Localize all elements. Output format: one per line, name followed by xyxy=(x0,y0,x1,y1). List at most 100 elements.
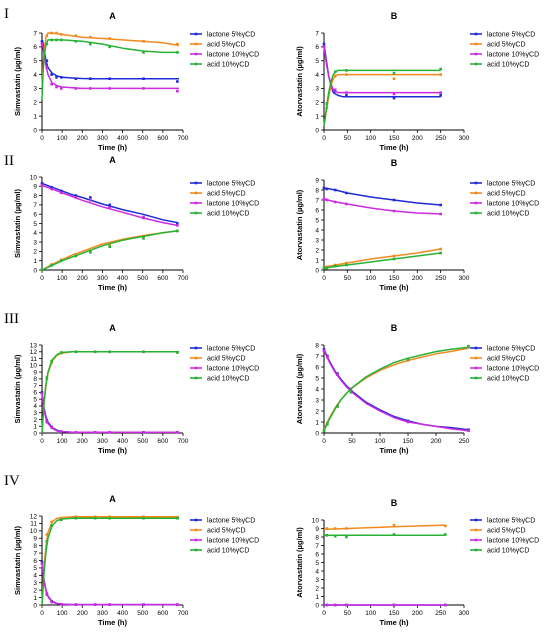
data-point xyxy=(108,603,111,606)
x-axis-label: Time (h) xyxy=(98,618,128,627)
data-point xyxy=(444,524,447,528)
panel-title: A xyxy=(109,155,116,165)
y-tick-label: 7 xyxy=(33,550,37,557)
legend-label: acid 10%γCD xyxy=(207,548,249,555)
data-point xyxy=(322,42,326,46)
data-point xyxy=(108,45,111,49)
series-line xyxy=(323,69,441,126)
x-tick-label: 100 xyxy=(365,135,376,142)
data-point xyxy=(50,264,53,267)
x-tick-label: 200 xyxy=(77,135,88,142)
data-point xyxy=(176,351,179,354)
legend-marker xyxy=(194,346,198,350)
legend-label: acid 5%γCD xyxy=(487,356,526,363)
panel-title: B xyxy=(391,323,398,333)
data-point xyxy=(392,257,396,261)
data-point xyxy=(89,87,92,90)
series-line xyxy=(323,252,441,269)
data-point xyxy=(325,527,329,530)
data-point xyxy=(322,186,326,190)
data-point xyxy=(333,200,337,204)
y-axis-label: Simvastatin (µg/ml) xyxy=(13,526,22,595)
data-point xyxy=(349,391,353,394)
data-point xyxy=(142,515,145,519)
data-point xyxy=(392,92,396,96)
data-point xyxy=(176,51,179,54)
y-tick-label: 6 xyxy=(33,390,37,397)
legend-marker xyxy=(194,528,198,532)
data-point xyxy=(467,429,470,433)
x-tick-label: 0 xyxy=(322,610,326,617)
data-point xyxy=(108,245,111,249)
data-point xyxy=(45,420,49,424)
legend-marker xyxy=(474,518,478,522)
panel-I-B: 0 50 100 150 200 250 300 0 1 2 3 4 5 6 7 B Time (h) Atorv… xyxy=(295,11,539,152)
data-point xyxy=(439,247,442,251)
y-tick-label: 8 xyxy=(315,534,319,541)
legend-label: acid 10%γCD xyxy=(207,376,249,383)
legend-label: acid 5%γCD xyxy=(207,42,246,49)
panel-title: A xyxy=(109,494,116,504)
legend-label: acid 5%γCD xyxy=(207,191,246,198)
y-tick-label: 4 xyxy=(315,227,319,234)
y-tick-label: 6 xyxy=(315,551,319,558)
data-point xyxy=(50,187,53,191)
series-line xyxy=(41,230,178,271)
data-point xyxy=(439,67,442,71)
y-tick-label: 8 xyxy=(315,342,319,349)
x-tick-label: 200 xyxy=(77,275,88,282)
x-axis-label: Time (h) xyxy=(98,283,128,292)
x-tick-label: 300 xyxy=(97,275,108,282)
data-point xyxy=(89,251,92,254)
legend-label: lactone 5%γCD xyxy=(487,346,535,353)
data-point xyxy=(89,42,92,46)
series-line xyxy=(323,346,469,432)
y-tick-label: 5 xyxy=(33,221,37,228)
x-tick-label: 300 xyxy=(459,135,470,142)
y-tick-label: 5 xyxy=(33,565,37,572)
data-point xyxy=(142,77,145,81)
series-line xyxy=(41,561,179,606)
legend-marker xyxy=(474,211,478,215)
legend-marker xyxy=(194,211,198,215)
series-line xyxy=(41,563,179,606)
series-line xyxy=(41,392,179,434)
data-point xyxy=(45,539,49,543)
y-tick-label: 5 xyxy=(33,396,37,403)
x-tick-label: 300 xyxy=(97,610,108,617)
data-point xyxy=(392,523,396,527)
y-tick-label: 6 xyxy=(315,207,319,214)
legend-marker xyxy=(474,538,478,542)
data-point xyxy=(108,203,111,207)
y-tick-label: 3 xyxy=(33,410,37,417)
data-point xyxy=(89,77,92,81)
x-tick-label: 500 xyxy=(137,135,148,142)
series-line xyxy=(323,198,441,215)
y-tick-label: 0 xyxy=(315,602,319,609)
legend-marker xyxy=(474,376,478,380)
series-line xyxy=(41,351,179,434)
y-tick-label: 2 xyxy=(315,408,319,415)
y-tick-label: 8 xyxy=(33,376,37,383)
legend-marker xyxy=(194,32,198,36)
x-tick-label: 700 xyxy=(178,438,189,445)
data-point xyxy=(333,74,337,78)
data-point xyxy=(326,422,329,426)
row-label-II: II xyxy=(4,153,14,169)
data-point xyxy=(333,603,337,607)
series-line xyxy=(323,524,446,531)
data-point xyxy=(40,392,44,396)
y-tick-label: 6 xyxy=(33,558,37,565)
data-point xyxy=(176,516,179,520)
series-line xyxy=(323,46,441,94)
y-axis-label: Atorvastatin (µg/ml) xyxy=(295,353,304,424)
data-point xyxy=(345,73,348,76)
legend-marker xyxy=(194,356,198,360)
y-tick-label: 11 xyxy=(30,521,37,528)
data-point xyxy=(40,182,44,185)
data-point xyxy=(142,516,145,520)
legend-marker xyxy=(474,32,478,36)
x-tick-label: 100 xyxy=(365,610,376,617)
data-point xyxy=(176,89,179,93)
